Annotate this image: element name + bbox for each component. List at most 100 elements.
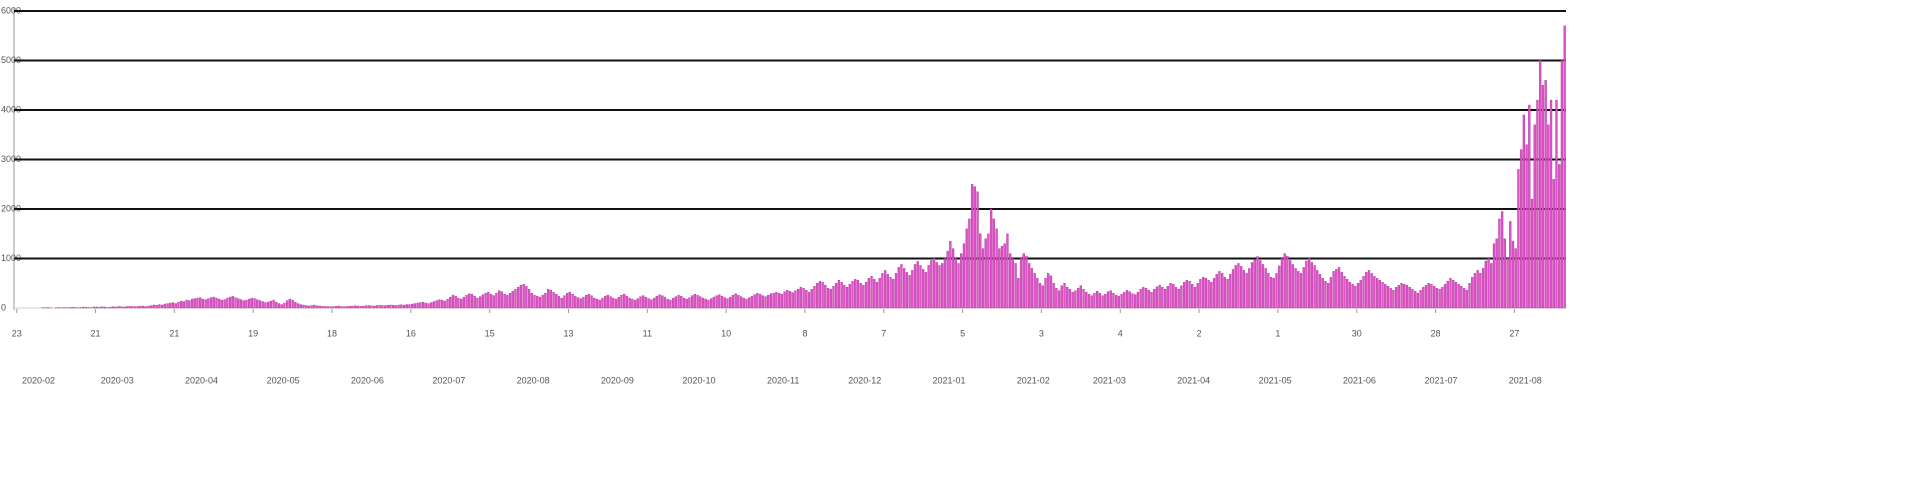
bar [802,288,805,309]
bar [139,305,142,309]
bar [275,301,278,309]
bar [1509,221,1512,309]
bar [1468,283,1471,309]
bar [1280,258,1284,309]
bar [340,306,343,309]
bar [1161,287,1164,309]
bar [1324,281,1327,309]
bar [397,304,400,309]
bar [862,285,865,309]
bar [1375,278,1379,309]
bar [1435,288,1439,309]
bar [305,305,308,309]
bar [1199,279,1202,309]
x-tick-label: 27 [1509,328,1519,338]
bar [125,306,128,309]
bar [1128,291,1131,309]
month-label: 2020-07 [432,375,465,385]
bar [223,299,226,309]
bar [1389,288,1392,309]
bar [1204,278,1208,309]
bar [163,303,167,309]
bar [242,300,245,309]
y-tick-label: 4000 [1,104,21,114]
bar [989,208,993,309]
bar [207,298,210,309]
bar [313,304,316,309]
bar [517,287,520,309]
bar [584,294,588,309]
bar [1408,287,1411,309]
bar [231,295,234,309]
bar [932,258,936,309]
bar [677,294,680,309]
bar [1123,291,1126,309]
bar [1427,283,1430,309]
bar [908,275,911,309]
bar [299,304,302,309]
month-label: 2021-03 [1093,375,1126,385]
bar [894,273,898,309]
bar [981,248,985,309]
bar [283,302,286,309]
bar [362,305,365,309]
bar [495,292,498,309]
bar [527,288,531,309]
x-tick-label: 21 [169,328,179,338]
bar [1313,265,1316,309]
bar [1060,285,1063,309]
bar [1539,60,1542,309]
bar [381,305,384,309]
bar [489,293,493,309]
bar [1335,269,1338,309]
x-tick-label: 1 [1275,328,1280,338]
bar [1520,149,1523,309]
bar [1346,279,1349,309]
bar [508,292,512,309]
bar [682,297,686,309]
bar [1169,283,1172,309]
bar [726,298,729,309]
y-tick-label: 2000 [1,203,21,213]
bar [1106,291,1110,309]
bar [1351,284,1354,309]
bar [394,305,398,309]
bar [478,296,482,309]
bar [1188,281,1191,309]
bar [1267,273,1270,309]
bar [750,295,754,309]
bar [919,265,922,309]
bar [353,305,357,309]
bar [1074,290,1077,309]
bar [1226,279,1229,309]
bar [269,300,273,309]
bar [1413,290,1417,309]
x-tick-label: 21 [91,328,101,338]
bar [1362,276,1365,309]
bar [1036,278,1039,309]
bar [185,299,188,309]
bar [590,295,593,309]
bar [979,233,982,309]
month-label: 2020-04 [185,375,218,385]
bar [1286,255,1289,309]
bar [1117,295,1121,309]
bar [568,291,571,309]
month-label: 2021-04 [1177,375,1210,385]
bar [1291,264,1294,309]
bar [875,282,879,309]
month-label: 2021-05 [1259,375,1292,385]
bar [1000,245,1004,309]
bar [1264,268,1267,309]
bar [984,238,987,309]
bar [318,305,321,309]
bar [1163,288,1167,309]
bar [1560,60,1564,309]
bar [1297,271,1300,309]
bar [1229,274,1232,309]
bar [400,304,403,309]
bar [1259,260,1262,309]
bar [1381,282,1384,309]
y-tick-label: 0 [1,302,6,312]
